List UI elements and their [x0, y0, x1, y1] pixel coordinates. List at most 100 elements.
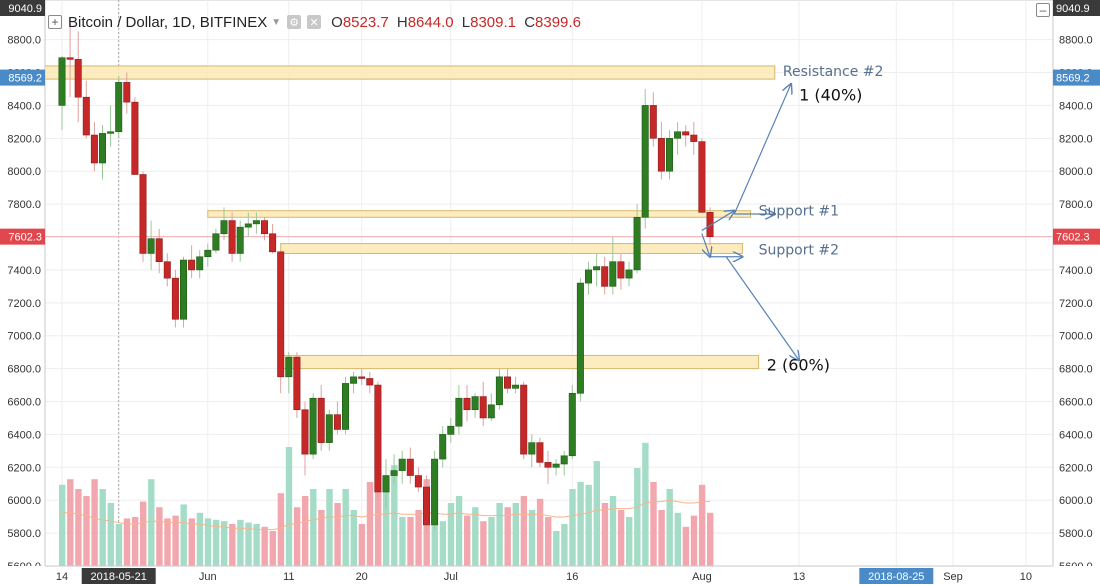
candle-body[interactable] [325, 414, 333, 443]
candle-body[interactable] [293, 356, 301, 411]
candle-body[interactable] [398, 458, 406, 471]
candle-body[interactable] [82, 96, 90, 136]
candle-body[interactable] [439, 434, 447, 460]
minus-square-icon[interactable]: – [1036, 3, 1050, 17]
candle-body[interactable] [390, 470, 398, 476]
candle-body[interactable] [406, 458, 414, 476]
candle-body[interactable] [593, 266, 601, 271]
candle-body[interactable] [657, 138, 665, 172]
candle-body[interactable] [455, 397, 463, 427]
settings-gear-icon[interactable]: ⚙ [287, 15, 302, 29]
projection-arrow[interactable] [701, 211, 734, 231]
candle-body[interactable] [568, 392, 576, 457]
candle-body[interactable] [625, 269, 633, 279]
candle-body[interactable] [431, 458, 439, 526]
candle-body[interactable] [123, 82, 131, 103]
zone-rect[interactable] [37, 65, 776, 80]
candle-body[interactable] [66, 57, 74, 60]
projection-arrow[interactable] [701, 233, 710, 257]
close-x-icon[interactable]: ✕ [307, 15, 322, 29]
candle-body[interactable] [333, 414, 341, 430]
candle-body[interactable] [115, 82, 123, 133]
candle-body[interactable] [544, 462, 552, 468]
candle-body[interactable] [382, 475, 390, 493]
candle-body[interactable] [487, 404, 495, 419]
candle-body[interactable] [601, 266, 609, 287]
volume-bar [245, 522, 252, 566]
candle-body[interactable] [260, 220, 268, 235]
dropdown-caret-icon[interactable]: ▼ [271, 16, 282, 28]
candle-body[interactable] [674, 131, 682, 139]
candle-body[interactable] [528, 442, 536, 455]
candle-body[interactable] [269, 233, 277, 253]
candle-body[interactable] [536, 442, 544, 463]
candle-body[interactable] [520, 384, 528, 455]
candle-body[interactable] [285, 356, 293, 378]
candle-body[interactable] [552, 463, 560, 468]
candle-body[interactable] [617, 261, 625, 279]
candle-body[interactable] [204, 249, 212, 258]
candle-body[interactable] [228, 220, 236, 254]
candle-body[interactable] [163, 261, 171, 279]
zone-rect[interactable] [280, 354, 760, 370]
candle-body[interactable] [341, 383, 349, 430]
projection-arrow[interactable] [733, 84, 791, 215]
candle-body[interactable] [131, 101, 139, 175]
candle-body[interactable] [366, 378, 374, 386]
candle-body[interactable] [682, 131, 690, 136]
candle-body[interactable] [414, 475, 422, 488]
candle-body[interactable] [665, 138, 673, 172]
plus-square-icon[interactable]: + [48, 15, 62, 29]
candle-body[interactable] [503, 376, 511, 389]
candle-body[interactable] [641, 105, 649, 218]
candle-body[interactable] [576, 282, 584, 394]
volume-bar [609, 496, 617, 566]
candle-body[interactable] [690, 134, 698, 142]
candle-body[interactable] [358, 376, 366, 379]
candle-body[interactable] [447, 425, 455, 435]
candle-body[interactable] [317, 397, 325, 443]
candle-body[interactable] [139, 174, 147, 254]
candle-body[interactable] [90, 134, 98, 164]
candle-body[interactable] [107, 131, 115, 134]
candle-body[interactable] [196, 256, 204, 271]
candle-body[interactable] [422, 486, 430, 526]
candle-body[interactable] [155, 238, 163, 262]
candle-body[interactable] [147, 238, 155, 254]
candle-body[interactable] [180, 259, 188, 320]
candle-body[interactable] [220, 220, 228, 235]
candle-body[interactable] [463, 397, 471, 411]
candle-body[interactable] [301, 409, 309, 455]
volume-bar [350, 510, 357, 566]
zone-rect[interactable] [207, 210, 752, 218]
candle-body[interactable] [350, 376, 358, 384]
candle-body[interactable] [236, 226, 244, 254]
candle-body[interactable] [633, 216, 641, 271]
candle-body[interactable] [188, 259, 196, 271]
candle-body[interactable] [244, 223, 252, 228]
candle-body[interactable] [58, 57, 66, 106]
candle-body[interactable] [277, 251, 285, 378]
candle-body[interactable] [609, 261, 617, 287]
symbol-title[interactable]: Bitcoin / Dollar, 1D, BITFINEX [68, 13, 268, 31]
candle-body[interactable] [479, 396, 487, 419]
candle-body[interactable] [495, 376, 503, 406]
candle-body[interactable] [74, 59, 82, 98]
projection-arrow[interactable] [725, 256, 799, 361]
candle-body[interactable] [471, 396, 479, 411]
candle-body[interactable] [512, 384, 520, 389]
candle-body[interactable] [252, 220, 260, 225]
candle-body[interactable] [309, 397, 317, 455]
candle-body[interactable] [560, 455, 568, 465]
candle-body[interactable] [212, 233, 220, 251]
candle-body[interactable] [649, 105, 657, 139]
candle-body[interactable] [584, 269, 592, 284]
candle-body[interactable] [374, 384, 382, 493]
candle-body[interactable] [698, 141, 706, 213]
candle-body[interactable] [706, 212, 714, 237]
candle-body[interactable] [99, 133, 107, 164]
candle-body[interactable] [171, 277, 179, 320]
zone-rect[interactable] [280, 243, 743, 254]
